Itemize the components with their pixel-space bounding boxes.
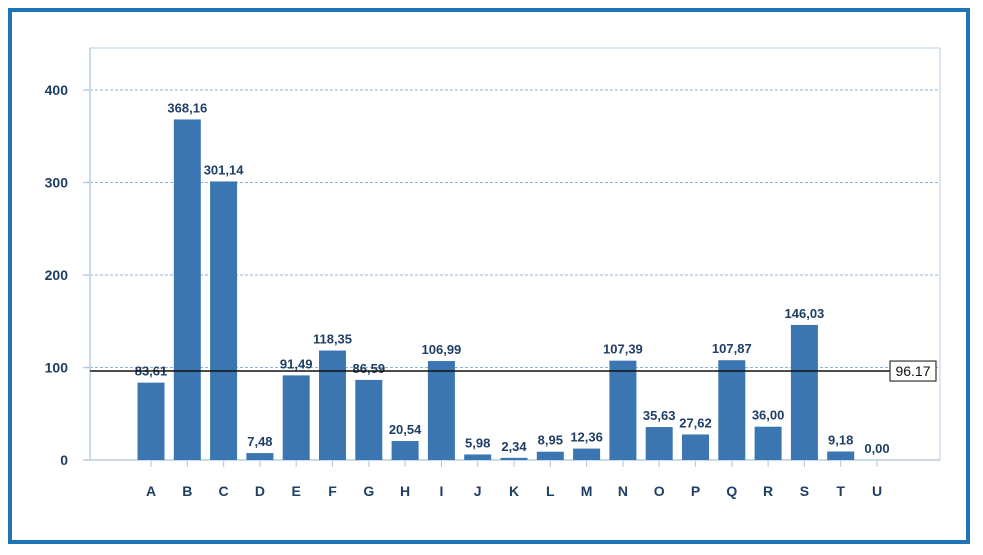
y-tick-label: 400 xyxy=(45,82,69,98)
x-tick-label: H xyxy=(400,483,410,499)
data-label: 2,34 xyxy=(501,439,527,454)
x-tick-label: D xyxy=(255,483,265,499)
x-tick-label: S xyxy=(800,483,809,499)
x-tick-label: B xyxy=(182,483,192,499)
data-label: 107,39 xyxy=(603,342,643,357)
bar-B xyxy=(173,119,201,461)
x-tick-label: L xyxy=(546,483,555,499)
data-label: 8,95 xyxy=(538,433,563,448)
bar-I xyxy=(427,361,455,460)
x-tick-label: Q xyxy=(726,483,737,499)
data-label: 0,00 xyxy=(864,441,889,456)
bar-T xyxy=(827,451,855,460)
tick-labels: 0 100 200 300 400 A B C D E F G H I J K L M N O P Q R S T U xyxy=(45,82,882,499)
data-label: 20,54 xyxy=(389,422,422,437)
y-tick-label: 300 xyxy=(45,175,69,191)
x-tick-label: P xyxy=(691,483,700,499)
reference-label-box xyxy=(889,360,937,382)
data-labels: 83,61368,16301,147,4891,49118,3586,5920,… xyxy=(135,100,890,456)
data-label: 301,14 xyxy=(204,162,245,177)
bar-D xyxy=(246,453,274,460)
bar-E xyxy=(282,375,310,460)
x-tick-label: N xyxy=(618,483,628,499)
data-label: 118,35 xyxy=(313,332,352,347)
bar-K xyxy=(500,457,528,460)
data-label: 146,03 xyxy=(785,306,825,321)
bar-L xyxy=(536,451,564,460)
x-tick-label: M xyxy=(581,483,593,499)
bar-N xyxy=(609,360,637,460)
data-label: 9,18 xyxy=(828,433,853,448)
y-tick-label: 100 xyxy=(45,360,69,376)
data-label: 5,98 xyxy=(465,435,490,450)
x-tick-label: U xyxy=(872,483,882,499)
data-label: 106,99 xyxy=(422,342,462,357)
y-tick-label: 200 xyxy=(45,267,69,283)
bar-S xyxy=(790,324,818,460)
data-label: 368,16 xyxy=(167,100,207,115)
y-tick-label: 0 xyxy=(60,452,68,468)
bar-P xyxy=(682,434,709,460)
reference-line-group: 96.17 xyxy=(90,360,937,382)
bar-O xyxy=(645,427,673,460)
x-tick-label: C xyxy=(219,483,229,499)
data-label: 7,48 xyxy=(247,434,272,449)
bar-Q xyxy=(718,360,746,460)
bar-H xyxy=(391,441,419,460)
x-tick-label: I xyxy=(439,483,443,499)
data-label: 107,87 xyxy=(712,341,752,356)
data-label: 27,62 xyxy=(679,415,712,430)
x-tick-label: G xyxy=(363,483,374,499)
data-label: 35,63 xyxy=(643,408,676,423)
x-tick-label: A xyxy=(146,483,156,499)
bar-A xyxy=(137,382,165,460)
bars xyxy=(137,119,855,461)
bar-F xyxy=(319,350,346,460)
x-tick-label: O xyxy=(654,483,665,499)
bar-G xyxy=(355,379,383,460)
bar-M xyxy=(573,448,601,460)
data-label: 36,00 xyxy=(752,408,785,423)
x-tick-label: R xyxy=(763,483,773,499)
bar-C xyxy=(210,181,238,460)
x-tick-label: T xyxy=(836,483,845,499)
x-tick-label: F xyxy=(328,483,337,499)
data-label: 12,36 xyxy=(570,430,603,445)
bar-J xyxy=(464,454,492,460)
data-label: 86,59 xyxy=(353,361,386,376)
data-label: 91,49 xyxy=(280,356,313,371)
x-tick-label: J xyxy=(474,483,482,499)
x-tick-label: E xyxy=(292,483,301,499)
x-tick-label: K xyxy=(509,483,519,499)
reference-line-label: 96.17 xyxy=(895,363,930,379)
bar-R xyxy=(754,426,782,460)
